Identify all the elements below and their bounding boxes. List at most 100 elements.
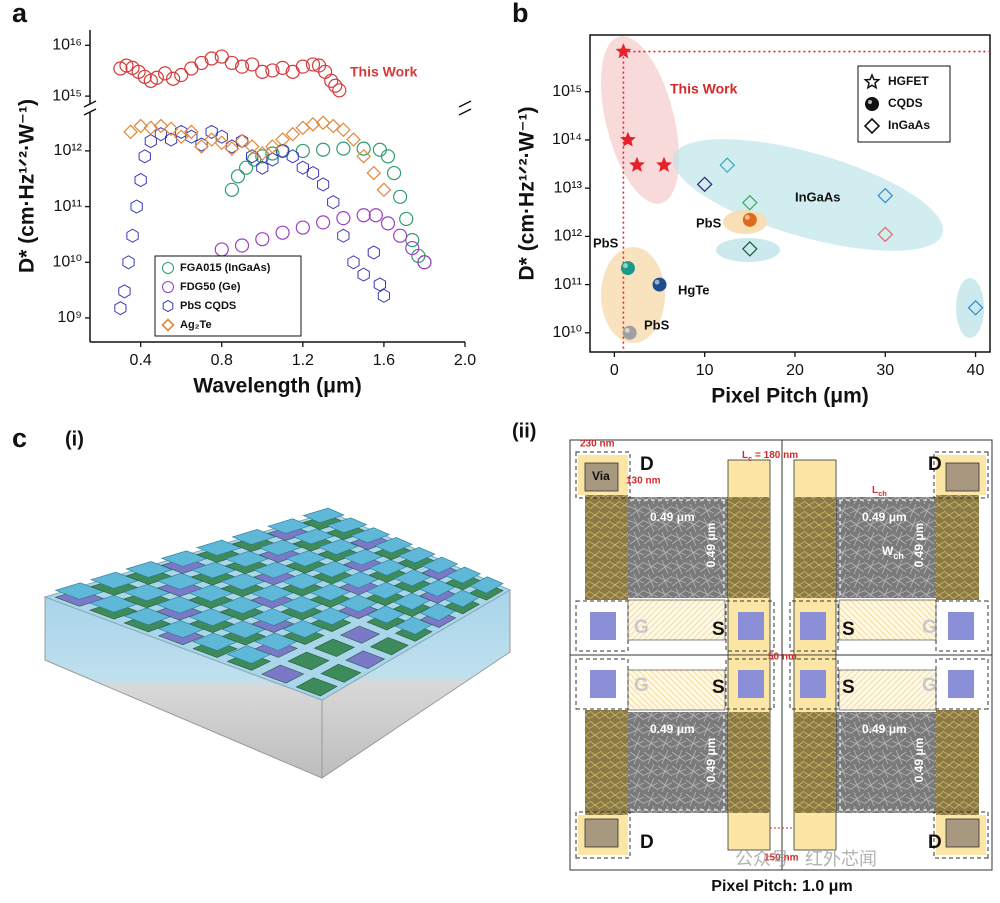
y-tick-label: 10⁹ <box>57 309 82 326</box>
axis-break <box>83 108 97 116</box>
highlight <box>868 100 872 104</box>
pixel-base <box>340 625 381 644</box>
pixel-top <box>292 528 335 545</box>
point <box>134 172 147 188</box>
pixel-top <box>302 507 345 523</box>
length-label: 0.49 μm <box>912 523 926 568</box>
point <box>324 73 339 88</box>
point <box>234 59 250 74</box>
x-tick-label: 0.4 <box>130 352 152 369</box>
point <box>118 284 131 299</box>
text-part: ch <box>878 489 887 498</box>
x-tick-label: 10 <box>696 362 714 379</box>
point <box>255 64 270 79</box>
point <box>336 122 351 138</box>
plot-frame <box>589 34 991 353</box>
pixel-top <box>252 561 297 579</box>
point <box>380 149 396 164</box>
point <box>652 277 667 292</box>
point <box>393 189 408 204</box>
width-label: 0.49 μm <box>862 722 907 736</box>
highlight <box>744 214 750 220</box>
legend-label: InGaAs <box>888 118 930 132</box>
legend-marker <box>162 262 174 274</box>
gate-label: G <box>634 617 649 638</box>
point <box>372 142 387 157</box>
drain-label: D <box>928 454 942 475</box>
text-part: = 180 nm <box>752 450 798 461</box>
point <box>346 132 361 147</box>
pixel-top <box>368 559 408 576</box>
text-part: ch <box>893 551 904 561</box>
point <box>184 124 199 140</box>
length-label: 0.49 μm <box>704 523 718 568</box>
caption: Pixel Pitch: 1.0 μm <box>711 878 852 895</box>
pixel-base <box>295 677 338 697</box>
pixel-top <box>196 539 242 556</box>
legend-label: Ag₂Te <box>180 319 212 331</box>
point <box>157 66 173 81</box>
x-tick-label: 0.8 <box>211 352 233 369</box>
point <box>246 149 259 164</box>
series-label: This Work <box>350 64 418 80</box>
point <box>306 166 320 181</box>
pixel-top <box>342 549 384 566</box>
point <box>373 277 386 292</box>
x-tick-label: 30 <box>876 362 894 379</box>
point <box>175 124 188 139</box>
point <box>399 211 414 227</box>
point <box>214 135 230 151</box>
pixel-base <box>287 651 330 671</box>
point <box>224 182 239 197</box>
dimension: 130 nm <box>626 476 661 487</box>
point <box>316 215 331 230</box>
pixel-top <box>285 550 328 567</box>
point <box>255 149 270 164</box>
dimension: Lch <box>872 485 887 499</box>
point <box>386 165 402 181</box>
point <box>119 58 134 73</box>
highlight <box>654 279 660 285</box>
point <box>265 63 280 78</box>
point <box>166 71 181 86</box>
axis-break <box>458 100 472 108</box>
point <box>620 261 635 276</box>
point <box>285 126 301 142</box>
point <box>327 195 340 210</box>
legend-marker <box>865 97 879 111</box>
point <box>265 146 280 161</box>
point <box>376 182 392 198</box>
text-part: L <box>872 485 878 496</box>
point <box>254 146 270 161</box>
point <box>275 132 290 147</box>
pixel-top <box>317 538 359 555</box>
legend-marker <box>162 299 174 313</box>
pixel-base <box>261 664 305 684</box>
width-label: 0.49 μm <box>650 722 695 736</box>
pixel-top <box>258 539 302 556</box>
text-part: c <box>748 454 752 463</box>
annotation: InGaAs <box>795 189 841 204</box>
point <box>405 240 420 256</box>
point <box>275 225 290 240</box>
length-label: 0.49 μm <box>704 738 718 783</box>
point <box>234 133 250 149</box>
pixel-top <box>160 550 208 567</box>
legend-marker <box>863 73 881 90</box>
y-tick-label: 10¹⁰ <box>552 324 582 341</box>
source-label: S <box>712 677 725 698</box>
y-tick-label: 10¹⁵ <box>552 83 582 100</box>
point <box>204 132 219 147</box>
y-tick-label: 10¹¹ <box>54 198 82 215</box>
y-tick-label: 10¹¹ <box>554 276 582 293</box>
length-label: 0.49 μm <box>912 738 926 783</box>
region <box>956 278 984 338</box>
point <box>629 156 645 172</box>
point <box>356 141 371 156</box>
legend-label: FDG50 (Ge) <box>180 281 241 293</box>
source-label: S <box>712 619 725 640</box>
point <box>244 139 260 154</box>
legend-box <box>154 255 302 337</box>
source-label: S <box>842 619 855 640</box>
